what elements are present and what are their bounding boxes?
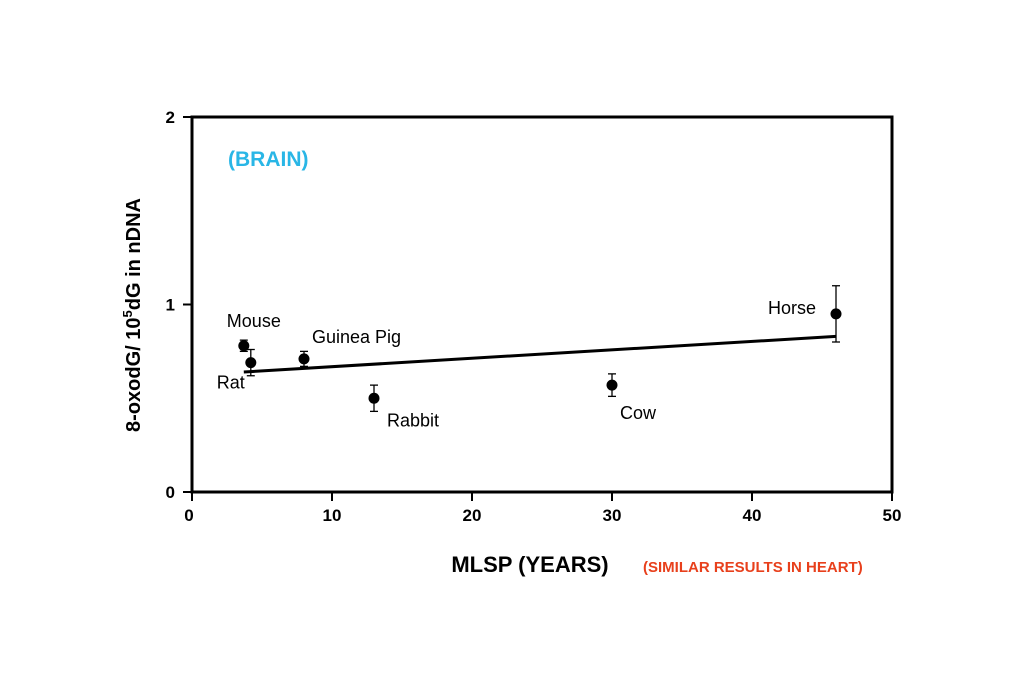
data-marks — [238, 285, 842, 413]
point-rat — [245, 357, 257, 369]
point-cow — [606, 379, 618, 391]
point-labels: Mouse Rat Guinea Pig Rabbit Cow Horse — [217, 298, 816, 430]
x-axis: 0 10 20 30 40 50 — [184, 492, 901, 525]
x-tick-label: 10 — [323, 506, 342, 525]
point-label-cow: Cow — [620, 403, 657, 423]
point-rabbit — [368, 392, 380, 404]
y-tick-label: 1 — [166, 296, 175, 315]
x-tick-label: 50 — [883, 506, 902, 525]
note-text: (SIMILAR RESULTS IN HEART) — [643, 559, 863, 576]
y-axis-title-end: dG in nDNA — [123, 198, 145, 310]
point-mouse — [238, 340, 250, 352]
regression-line — [243, 334, 837, 374]
panel-label: (BRAIN) — [228, 148, 308, 171]
point-horse — [830, 308, 842, 320]
x-tick-label: 0 — [184, 506, 193, 525]
y-axis: 0 1 2 — [166, 108, 192, 502]
point-label-horse: Horse — [768, 298, 816, 318]
y-tick-label: 2 — [166, 108, 175, 127]
x-tick-label: 30 — [603, 506, 622, 525]
y-axis-title: 8-oxodG/ 105dG in nDNA — [120, 198, 145, 432]
point-label-rat: Rat — [217, 373, 245, 393]
y-tick-label: 0 — [166, 483, 175, 502]
x-tick-label: 20 — [463, 506, 482, 525]
y-axis-title-sup: 5 — [120, 310, 135, 317]
point-label-rabbit: Rabbit — [387, 410, 439, 430]
x-axis-title: MLSP (YEARS) — [451, 552, 608, 577]
point-label-mouse: Mouse — [227, 311, 281, 331]
x-tick-label: 40 — [743, 506, 762, 525]
point-guinea-pig — [298, 353, 310, 365]
y-axis-title-main: 8-oxodG/ 10 — [123, 317, 145, 431]
point-label-guinea-pig: Guinea Pig — [312, 327, 401, 347]
